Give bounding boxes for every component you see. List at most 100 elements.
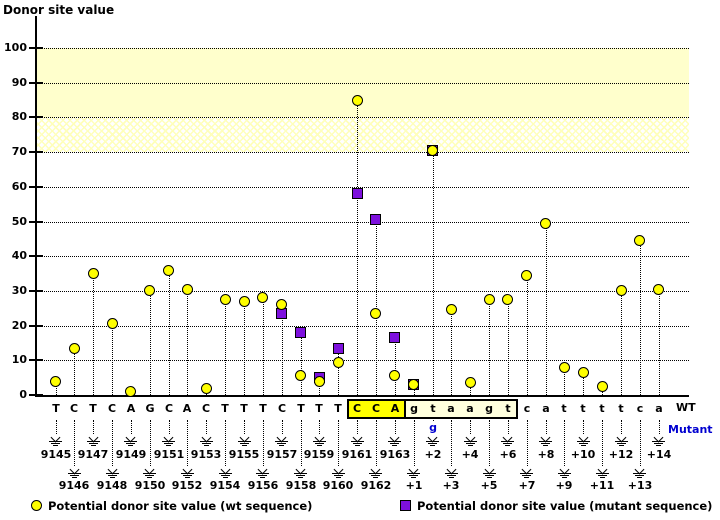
ground-icon [219, 464, 232, 478]
ground-icon [558, 464, 571, 478]
ground-icon [520, 464, 533, 478]
position-stem [56, 420, 57, 434]
position-stem [470, 420, 471, 434]
wt-point [239, 296, 250, 307]
position-number: 9161 [341, 448, 373, 461]
position-number: 9162 [360, 479, 392, 492]
position-stem [508, 420, 509, 434]
sequence-letter: t [430, 402, 436, 415]
ground-icon [483, 464, 496, 478]
wt-point [559, 362, 570, 373]
wt-point [540, 218, 551, 229]
sequence-letter: t [599, 402, 605, 415]
ground-icon [256, 464, 269, 478]
position-number: +14 [646, 448, 672, 461]
ground-icon [388, 432, 401, 446]
y-tick-label: 70 [11, 145, 27, 158]
ground-icon [351, 432, 364, 446]
wt-point [502, 294, 513, 305]
point-stem [150, 291, 151, 395]
position-number: 9156 [247, 479, 279, 492]
position-stem [564, 420, 565, 466]
sequence-letter: C [69, 402, 79, 415]
ground-icon [68, 464, 81, 478]
position-number: 9149 [115, 448, 147, 461]
position-stem [640, 420, 641, 466]
position-stem [282, 420, 283, 434]
splice-site-box [347, 399, 518, 419]
sequence-letter: T [221, 402, 229, 415]
ground-icon [615, 432, 628, 446]
wt-point [314, 376, 325, 387]
sequence-letter: g [485, 402, 493, 415]
wt-point [69, 343, 80, 354]
sequence-letter: T [315, 402, 323, 415]
wt-point [163, 265, 174, 276]
wt-row-label: WT [676, 401, 696, 414]
medium-score-band [37, 117, 689, 152]
mutant-base-letter: g [427, 421, 439, 434]
point-stem [263, 298, 264, 395]
point-stem [187, 289, 188, 395]
grid-line [37, 152, 689, 153]
position-number: +12 [608, 448, 634, 461]
wt-point [88, 268, 99, 279]
ground-icon [445, 464, 458, 478]
sequence-letter: T [240, 402, 248, 415]
wt-point [578, 367, 589, 378]
legend: Potential donor site value (wt sequence)… [0, 496, 720, 516]
grid-line [37, 360, 689, 361]
wt-point [597, 381, 608, 392]
position-number: 9154 [209, 479, 241, 492]
x-axis-line [35, 395, 689, 397]
sequence-letter: T [297, 402, 305, 415]
ground-icon [294, 464, 307, 478]
sequence-letter: g [410, 402, 418, 415]
wt-point [144, 285, 155, 296]
y-tick-label: 0 [19, 388, 27, 401]
chart-title: Donor site value [3, 3, 115, 17]
sequence-letter: T [334, 402, 342, 415]
wt-point [50, 376, 61, 387]
point-stem [376, 220, 377, 395]
mutant-marker-icon [400, 500, 411, 511]
ground-icon [596, 464, 609, 478]
ground-icon [464, 432, 477, 446]
point-stem [433, 150, 434, 395]
sequence-letter: A [390, 402, 400, 415]
ground-icon [652, 432, 665, 446]
position-stem [602, 420, 603, 466]
position-number: 9150 [134, 479, 166, 492]
position-number: 9147 [77, 448, 109, 461]
position-stem [338, 420, 339, 466]
point-stem [338, 348, 339, 395]
grid-line [37, 326, 689, 327]
point-stem [93, 274, 94, 395]
y-tick-label: 10 [11, 353, 27, 366]
point-stem [640, 241, 641, 395]
position-stem [169, 420, 170, 434]
ground-icon [407, 464, 420, 478]
grid-line [37, 256, 689, 257]
position-number: 9146 [58, 479, 90, 492]
position-stem [263, 420, 264, 466]
wt-point [521, 270, 532, 281]
point-stem [282, 305, 283, 395]
mutant-point [389, 332, 400, 343]
position-stem [93, 420, 94, 434]
point-stem [395, 338, 396, 395]
position-number: +9 [555, 479, 573, 492]
wt-point [352, 95, 363, 106]
ground-icon [313, 432, 326, 446]
point-stem [414, 385, 415, 395]
ground-icon [238, 432, 251, 446]
ground-icon [426, 432, 439, 446]
ground-icon [162, 432, 175, 446]
wt-point [653, 284, 664, 295]
position-stem [376, 420, 377, 466]
sequence-letter: C [107, 402, 117, 415]
position-stem [225, 420, 226, 466]
ground-icon [633, 464, 646, 478]
position-stem [451, 420, 452, 466]
